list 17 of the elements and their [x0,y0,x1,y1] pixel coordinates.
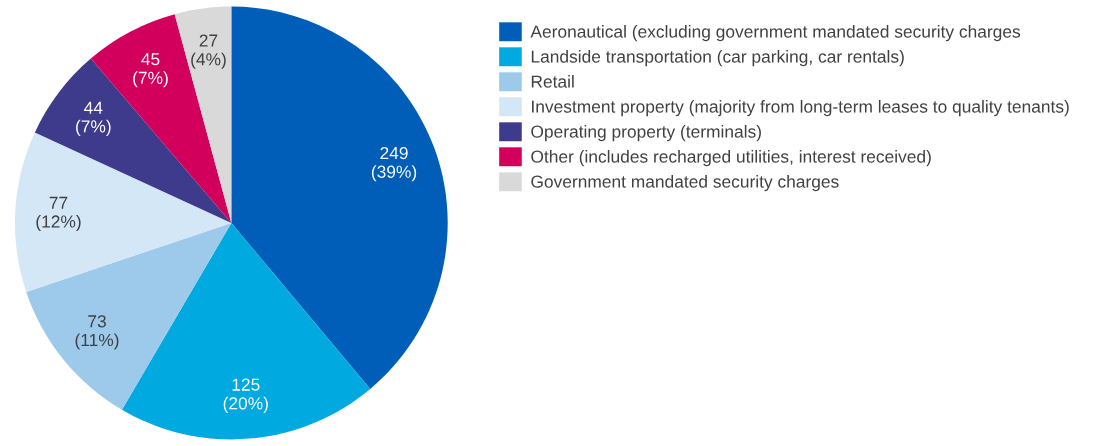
data-label: 27 (4%) [191,34,226,69]
pie-slice [231,6,448,389]
data-label: 73 (11%) [75,315,119,350]
legend-label: Aeronautical (excluding government mandated security charges [530,25,1021,42]
data-label: 44 (7%) [76,101,111,136]
data-label: 125 (20%) [223,378,268,413]
data-label: 45 (7%) [133,53,168,88]
legend-label: Retail [531,75,574,88]
legend-label: Operating property (terminals) [531,125,761,142]
legend-label: Landside transportation (car parking, car rentals) [531,50,904,67]
data-label: 249 (39%) [371,146,417,182]
legend-label: Investment property (majority from long-term leases to quality tenants) [532,100,1069,117]
data-label: 77 (12%) [36,196,81,232]
legend-label: Other (includes recharged utilities, interest received) [531,150,931,167]
pie-slice [121,223,371,440]
pie-slice [174,6,232,223]
legend-label: Government mandated security charges [531,175,839,192]
